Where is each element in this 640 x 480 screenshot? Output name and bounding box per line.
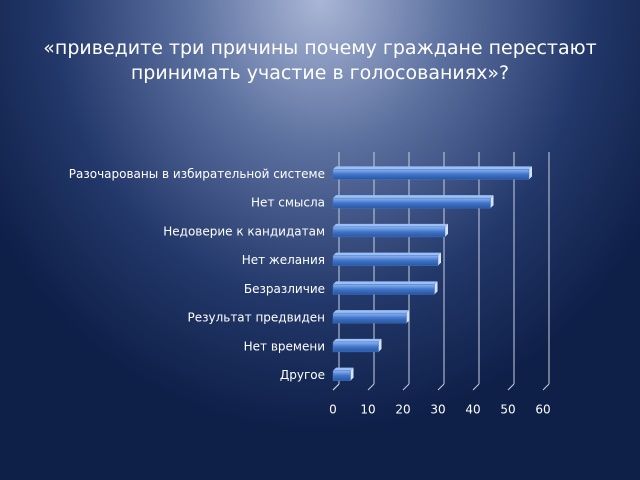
grid-floor [332,383,340,391]
bar-top [333,252,441,256]
chart-title: «приведите три причины почему граждане п… [43,37,597,84]
grid-floor [472,383,480,391]
bar [332,226,446,238]
bar-top [333,367,354,371]
x-tick-label: 50 [500,403,515,417]
bar-side [438,252,441,266]
y-tick-label: Нет времени [244,339,325,353]
bar-top [333,281,438,285]
bar-side [378,338,382,352]
grid-floor [367,383,375,391]
bar-top [333,310,410,314]
bar-side [406,310,410,324]
x-tick-label: 0 [329,403,337,417]
grid-floor [507,383,515,391]
grid-floor [437,383,445,391]
bar-top [333,195,494,199]
bar-side [445,223,448,237]
x-tick-label: 40 [465,403,480,417]
bar-top [333,223,448,227]
bar [332,370,351,381]
bar-side [529,166,532,180]
y-tick-label: Другое [280,368,325,382]
bar [332,197,491,209]
bar-top [333,166,532,170]
x-tick-label: 30 [430,403,445,417]
grid-floor [402,383,410,391]
x-tick-label: 10 [360,403,375,417]
bar [332,341,379,353]
y-tick-label: Безразличие [244,282,325,296]
y-tick-label: Нет желания [242,253,325,267]
bar-side [350,367,354,381]
bar [332,169,530,180]
y-tick-label: Разочарованы в избирательной системе [69,167,325,181]
bar [332,255,439,266]
grid-floor [542,383,550,391]
bar [332,284,435,295]
y-tick-label: Нет смысла [251,196,325,210]
y-tick-label: Недоверие к кандидатам [163,224,325,238]
bar [332,312,407,324]
x-tick-label: 20 [395,403,410,417]
x-tick-label: 60 [535,403,550,417]
bar-side [490,195,494,209]
bar-top [333,338,382,342]
y-tick-label: Результат предвиден [187,311,325,325]
bar-side [434,281,438,295]
